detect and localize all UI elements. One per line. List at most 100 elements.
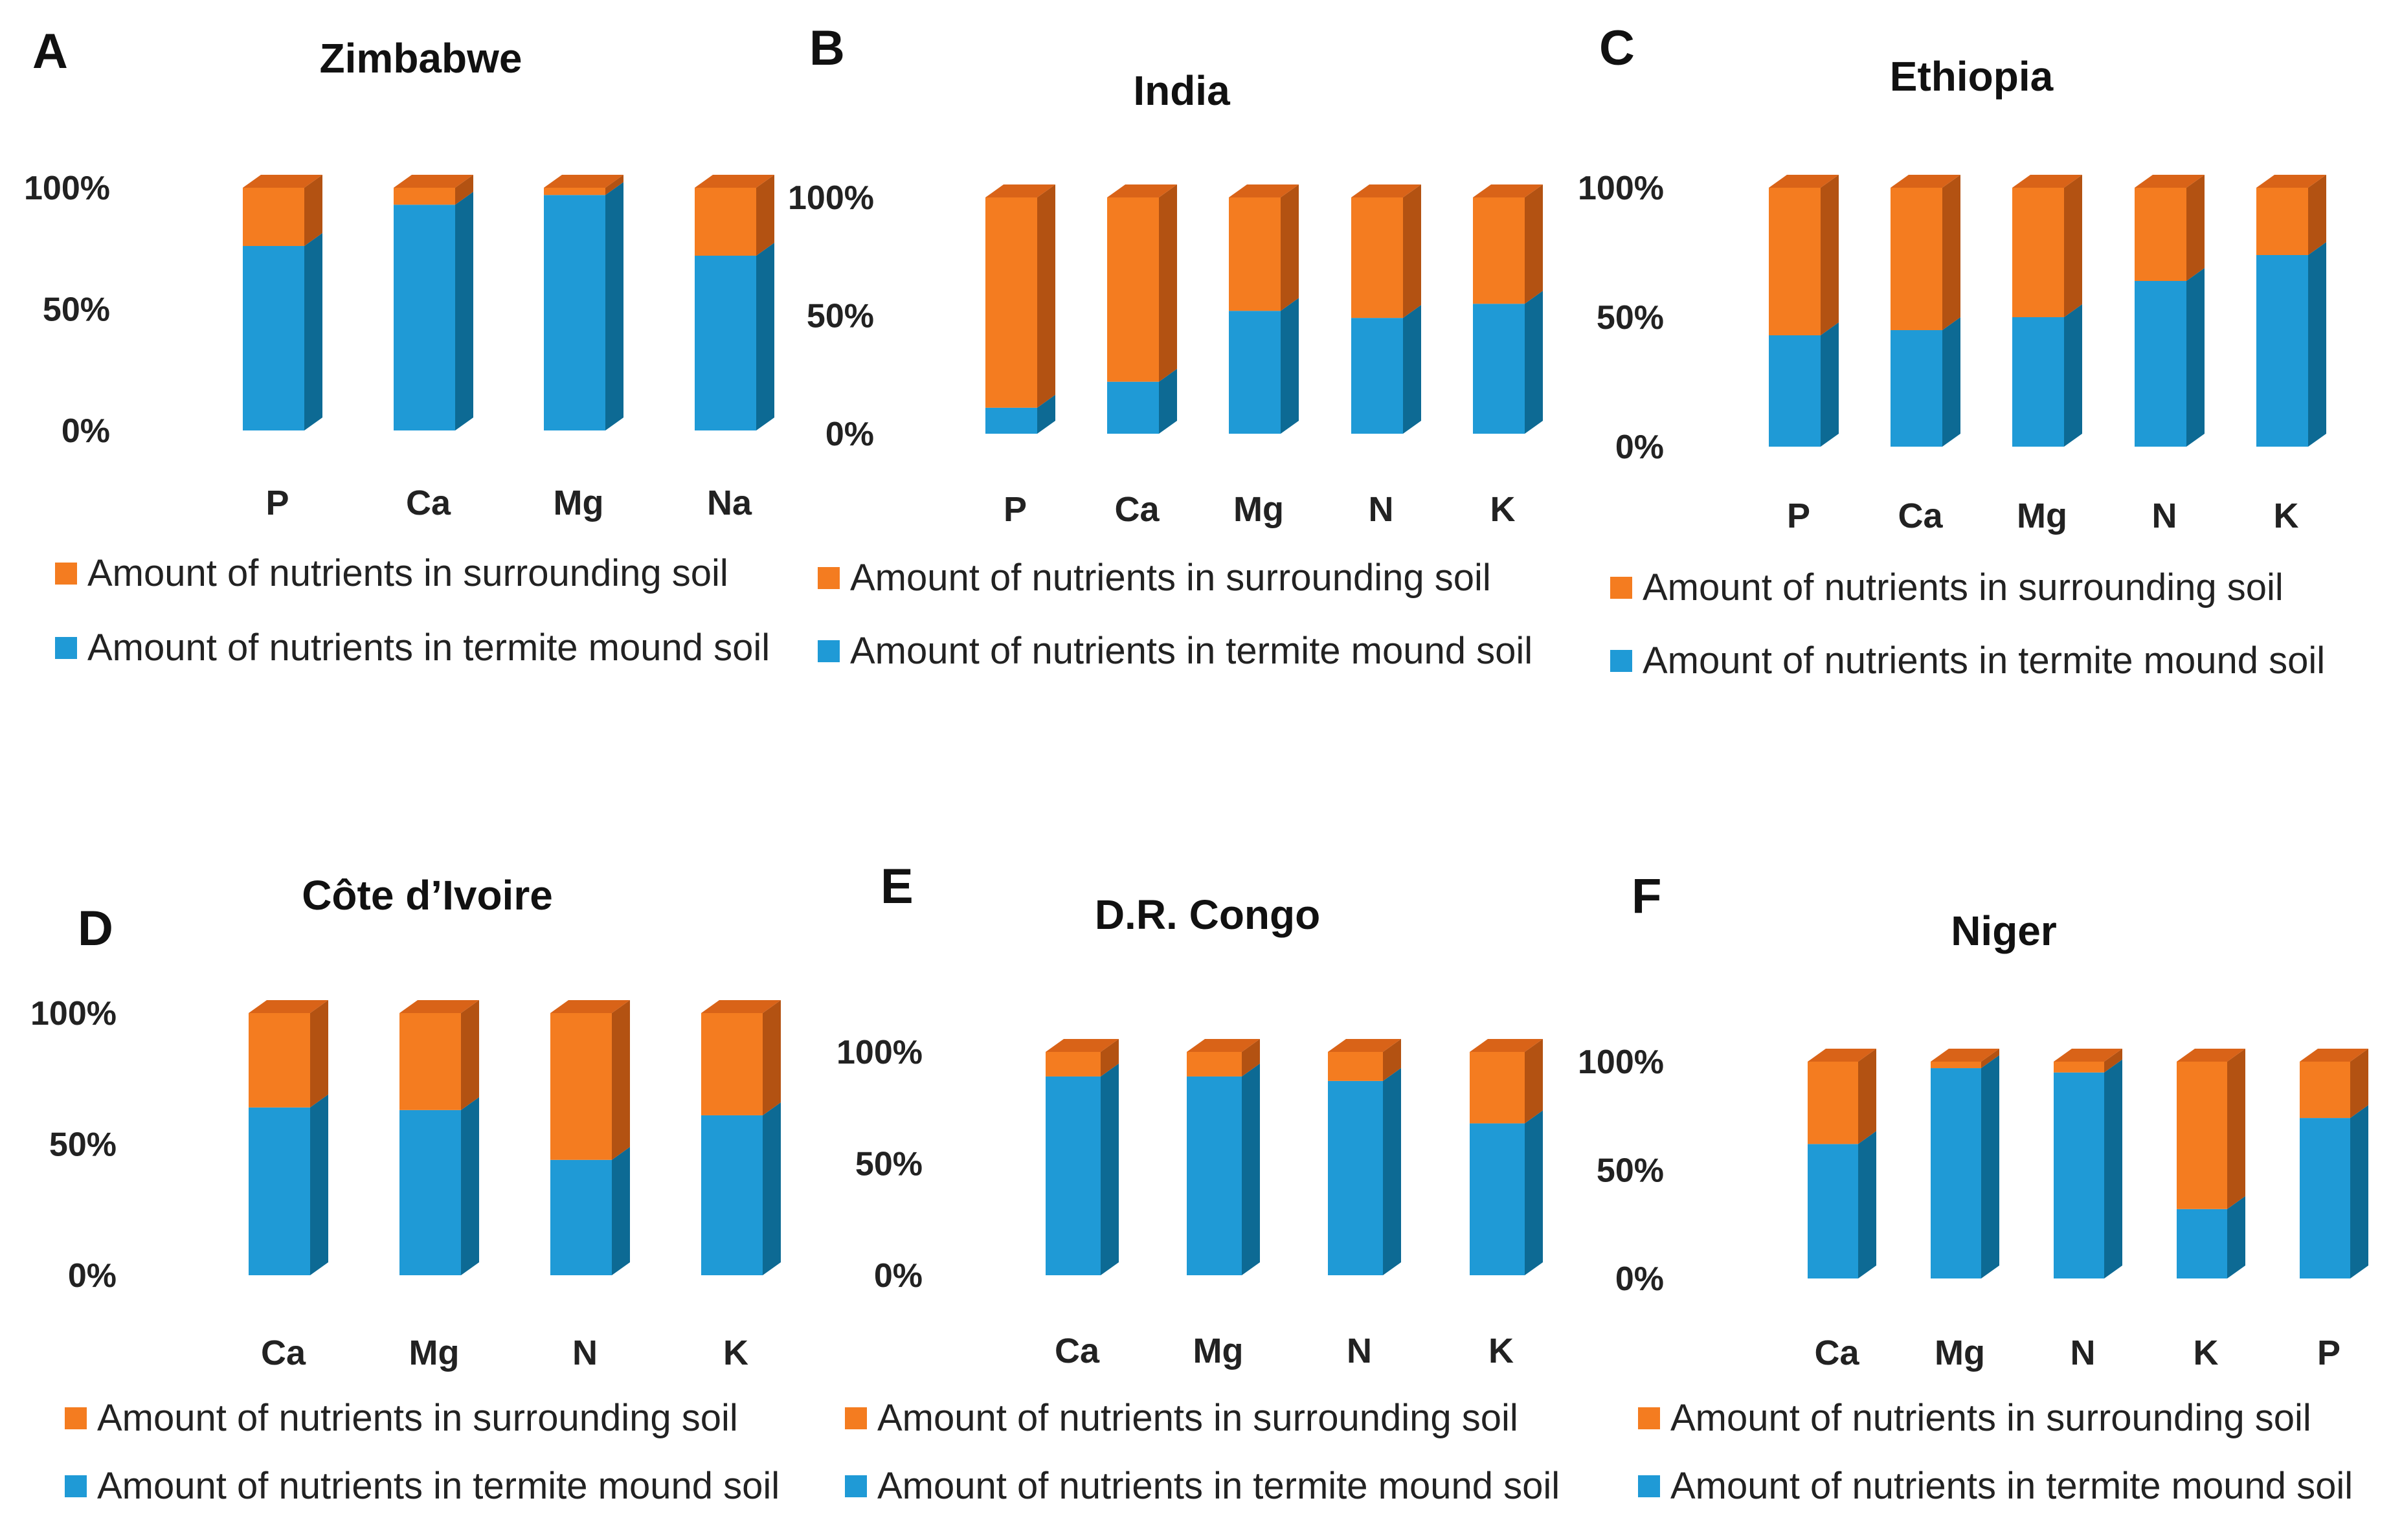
legend-item-surrounding: Amount of nutrients in surrounding soil [55, 552, 728, 594]
legend-swatch [818, 567, 840, 589]
bar-k [1470, 1039, 1543, 1275]
bar-segment-surrounding [695, 175, 774, 256]
y-tick-label: 50% [1597, 299, 1664, 337]
y-tick-label: 0% [874, 1257, 923, 1295]
legend-label: Amount of nutrients in termite mound soi… [1670, 1465, 2353, 1507]
bar-mg [1187, 1039, 1260, 1275]
bar-ca [394, 175, 473, 430]
bar-segment-termite [1229, 298, 1299, 434]
panel-letter: D [78, 901, 113, 956]
bar-segment-termite [1351, 305, 1421, 434]
bar-segment-surrounding [1769, 175, 1839, 335]
chart-panel-a: A Zimbabwe 0% 50% 100% P Ca Mg Na Amount of nutri… [24, 24, 774, 669]
y-tick-label: 0% [62, 412, 110, 450]
legend-label: Amount of nutrients in surrounding soil [87, 552, 728, 594]
category-label: Mg [1193, 1332, 1244, 1370]
category-label: K [723, 1334, 748, 1372]
bar-segment-surrounding [2012, 175, 2082, 317]
legend: Amount of nutrients in surrounding soil A… [818, 557, 1532, 672]
bar-segment-termite [1328, 1067, 1401, 1275]
bar-ca [1891, 175, 1960, 447]
category-label: Ca [1814, 1334, 1859, 1372]
bar-mg [544, 175, 623, 430]
y-tick-label: 0% [1615, 1260, 1664, 1298]
bar-ca [249, 1000, 328, 1275]
chart-panel-b: B India 0% 50% 100% P Ca Mg N K Amount of nutrient… [788, 21, 1543, 672]
legend-label: Amount of nutrients in surrounding soil [97, 1397, 738, 1439]
bar-segment-termite [544, 182, 623, 430]
legend-item-surrounding: Amount of nutrients in surrounding soil [1610, 566, 2284, 608]
bar-segment-surrounding [2054, 1049, 2122, 1073]
category-label: N [1369, 490, 1394, 529]
legend-swatch [55, 563, 77, 585]
legend-item-termite: Amount of nutrients in termite mound soi… [1638, 1465, 2353, 1507]
bar-segment-surrounding [249, 1000, 328, 1108]
bar-segment-surrounding [243, 175, 322, 246]
legend: Amount of nutrients in surrounding soil A… [55, 552, 770, 669]
panel-letter: E [881, 859, 914, 914]
legend-label: Amount of nutrients in termite mound soi… [87, 627, 770, 669]
bar-segment-termite [394, 192, 473, 430]
bar-segment-termite [1473, 291, 1543, 434]
y-tick-label: 100% [1578, 1043, 1664, 1081]
legend-swatch [65, 1407, 87, 1429]
bar-segment-surrounding [2300, 1049, 2368, 1119]
category-label: N [1347, 1332, 1372, 1370]
bar-segment-termite [1046, 1063, 1119, 1275]
legend-swatch [1610, 577, 1632, 599]
y-tick-label: 50% [43, 291, 110, 329]
category-label: Mg [1233, 490, 1284, 529]
bar-mg [2012, 175, 2082, 447]
category-label: Mg [409, 1334, 460, 1372]
category-label: Mg [1935, 1334, 1985, 1372]
category-label: P [2317, 1334, 2340, 1372]
y-tick-label: 100% [30, 995, 117, 1032]
category-label: Ca [406, 484, 451, 522]
legend-swatch [65, 1475, 87, 1497]
y-tick-label: 50% [855, 1146, 923, 1183]
panel-letter: A [32, 24, 68, 79]
bar-ca [1107, 184, 1177, 434]
legend-item-termite: Amount of nutrients in termite mound soi… [55, 627, 770, 669]
bar-k [2256, 175, 2326, 447]
bar-segment-surrounding [1473, 184, 1543, 304]
bar-na [695, 175, 774, 430]
bar-segment-termite [249, 1094, 328, 1275]
bar-k [701, 1000, 781, 1275]
category-label: P [265, 484, 289, 522]
category-label: Na [707, 484, 752, 522]
legend-label: Amount of nutrients in surrounding soil [850, 557, 1491, 599]
y-tick-label: 100% [788, 179, 874, 217]
bar-segment-surrounding [1229, 184, 1299, 311]
bar-k [2177, 1049, 2245, 1278]
legend-label: Amount of nutrients in surrounding soil [1643, 566, 2284, 608]
bar-segment-surrounding [2135, 175, 2205, 281]
legend-item-surrounding: Amount of nutrients in surrounding soil [845, 1397, 1518, 1439]
bar-ca [1808, 1049, 1876, 1278]
category-label: Ca [1114, 490, 1160, 529]
bar-p [2300, 1049, 2368, 1278]
category-label: K [1490, 490, 1516, 529]
y-tick-label: 100% [1578, 170, 1664, 207]
chart-title: Zimbabwe [320, 35, 522, 82]
bar-p [243, 175, 322, 430]
bar-segment-surrounding [544, 175, 623, 195]
bar-n [2135, 175, 2205, 447]
bar-p [1769, 175, 1839, 447]
chart-panel-c: C Ethiopia 0% 50% 100% P Ca Mg N K Amount of nutri… [1578, 21, 2326, 682]
bar-segment-surrounding [2256, 175, 2326, 255]
legend: Amount of nutrients in surrounding soil A… [1610, 566, 2325, 682]
bar-n [1351, 184, 1421, 434]
y-tick-label: 50% [1597, 1152, 1664, 1190]
bar-segment-surrounding [1931, 1049, 1999, 1069]
bar-segment-termite [1769, 322, 1839, 447]
bar-mg [399, 1000, 479, 1275]
bar-segment-surrounding [701, 1000, 781, 1115]
legend-label: Amount of nutrients in termite mound soi… [97, 1465, 780, 1507]
bar-segment-termite [695, 243, 774, 430]
y-tick-label: 0% [68, 1257, 117, 1295]
legend-item-termite: Amount of nutrients in termite mound soi… [65, 1465, 780, 1507]
panel-letter: C [1599, 21, 1635, 76]
legend-item-surrounding: Amount of nutrients in surrounding soil [1638, 1397, 2311, 1439]
bar-segment-surrounding [1046, 1039, 1119, 1077]
